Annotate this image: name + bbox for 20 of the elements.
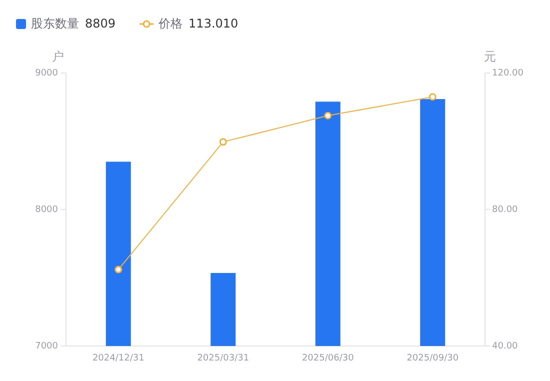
y2-tick-label: 80.00	[492, 204, 518, 215]
point	[219, 138, 227, 146]
y-axis-title: 户	[52, 49, 64, 64]
y-tick-label: 8000	[35, 204, 58, 215]
point	[324, 112, 332, 120]
y2-axis-title: 元	[484, 49, 496, 64]
legend-label: 股东数量	[31, 16, 79, 30]
x-tick-label: 2024/12/31	[92, 353, 144, 364]
y-tick-label: 9000	[35, 68, 58, 78]
y2-tick-label: 120.00	[492, 68, 524, 78]
y2-tick-label: 40.00	[492, 341, 518, 352]
x-tick-label: 2025/03/31	[197, 353, 250, 364]
legend-label: 价格	[158, 16, 183, 30]
y-tick-label: 7000	[35, 341, 58, 352]
x-tick-label: 2025/06/30	[302, 353, 354, 364]
text: 113.010	[188, 16, 238, 30]
text: 8809	[85, 16, 116, 30]
point	[114, 266, 122, 274]
x-tick-label: 2025/09/30	[406, 353, 459, 364]
point	[428, 93, 436, 101]
